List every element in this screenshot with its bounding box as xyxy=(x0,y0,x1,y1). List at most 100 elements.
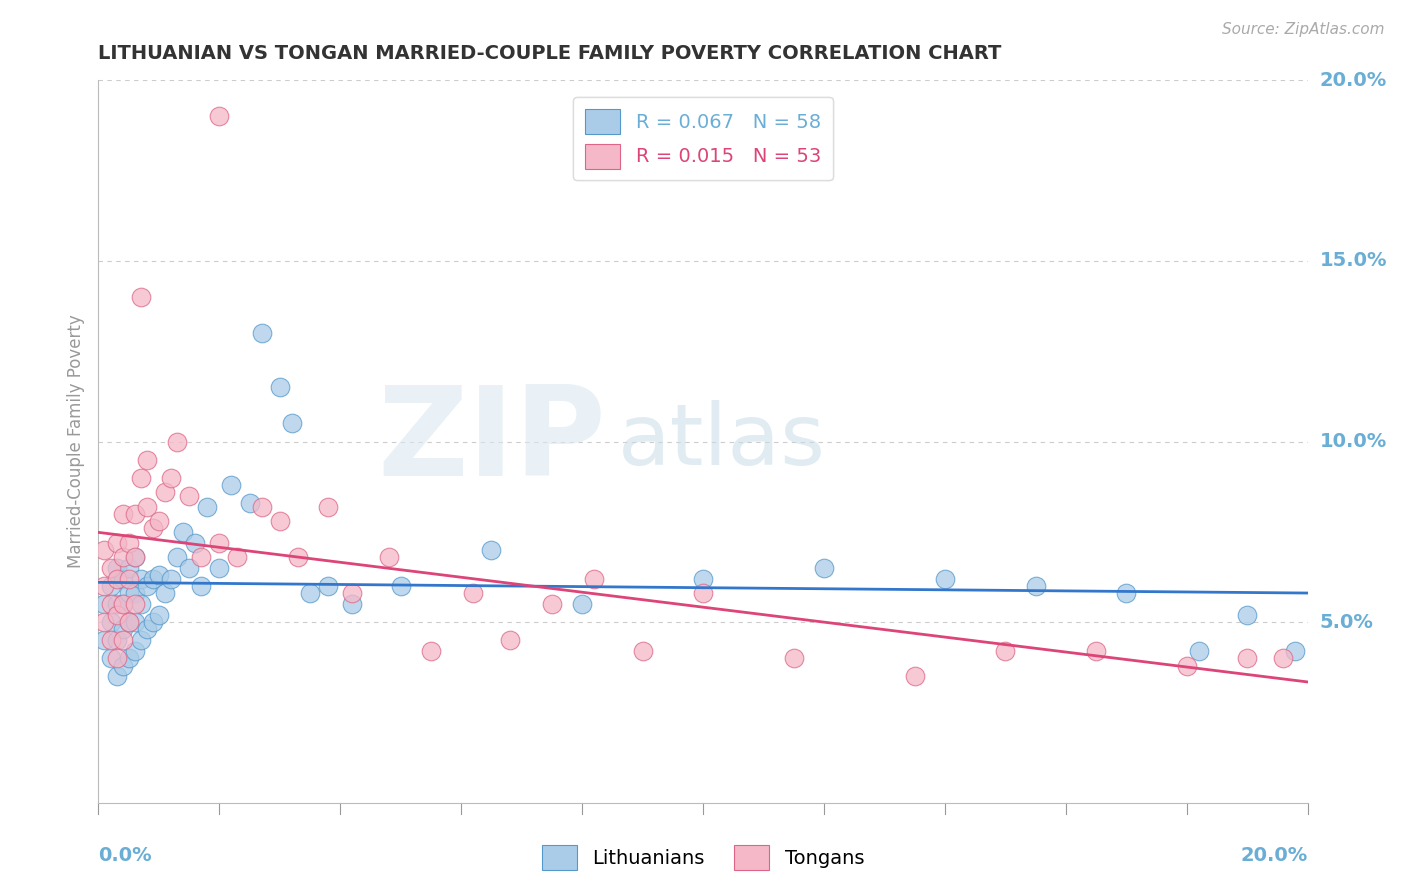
Point xyxy=(692,586,714,600)
Point xyxy=(100,633,122,648)
Point xyxy=(287,550,309,565)
Point xyxy=(100,597,122,611)
Point xyxy=(142,615,165,630)
Point xyxy=(342,586,364,600)
Point xyxy=(1085,644,1108,658)
Text: LITHUANIAN VS TONGAN MARRIED-COUPLE FAMILY POVERTY CORRELATION CHART: LITHUANIAN VS TONGAN MARRIED-COUPLE FAMI… xyxy=(98,45,1002,63)
Point xyxy=(124,586,146,600)
Point xyxy=(100,615,122,630)
Point xyxy=(184,535,207,549)
Point xyxy=(105,607,128,622)
Point xyxy=(135,500,157,514)
Point xyxy=(100,651,122,665)
Point xyxy=(389,579,412,593)
Point xyxy=(1284,644,1306,658)
Text: 5.0%: 5.0% xyxy=(1320,613,1374,632)
Point xyxy=(160,471,183,485)
Point xyxy=(692,572,714,586)
Point xyxy=(994,644,1017,658)
Point xyxy=(1236,651,1258,665)
Point xyxy=(118,535,141,549)
Point xyxy=(269,380,291,394)
Point xyxy=(105,651,128,665)
Point xyxy=(124,615,146,630)
Point xyxy=(118,651,141,665)
Point xyxy=(166,434,188,449)
Point xyxy=(166,550,188,565)
Point xyxy=(129,572,152,586)
Point xyxy=(124,507,146,521)
Point xyxy=(420,644,443,658)
Point xyxy=(226,550,249,565)
Point xyxy=(93,579,115,593)
Point xyxy=(221,478,243,492)
Point xyxy=(105,597,128,611)
Point xyxy=(904,669,927,683)
Point xyxy=(105,561,128,575)
Point xyxy=(377,550,399,565)
Point xyxy=(93,615,115,630)
Point xyxy=(179,561,201,575)
Point xyxy=(316,500,339,514)
Point xyxy=(498,633,520,648)
Point xyxy=(148,607,170,622)
Point xyxy=(129,633,152,648)
Point xyxy=(135,579,157,593)
Text: Source: ZipAtlas.com: Source: ZipAtlas.com xyxy=(1222,22,1385,37)
Point xyxy=(93,542,115,557)
Point xyxy=(129,290,152,304)
Point xyxy=(783,651,806,665)
Point xyxy=(142,572,165,586)
Point xyxy=(239,496,262,510)
Point xyxy=(124,644,146,658)
Point xyxy=(148,514,170,528)
Point xyxy=(631,644,654,658)
Point xyxy=(124,550,146,565)
Point xyxy=(100,561,122,575)
Point xyxy=(105,633,128,648)
Point xyxy=(105,535,128,549)
Point xyxy=(124,550,146,565)
Point xyxy=(1115,586,1137,600)
Point xyxy=(118,561,141,575)
Point xyxy=(135,623,157,637)
Point xyxy=(111,572,134,586)
Point xyxy=(172,524,194,539)
Point xyxy=(105,572,128,586)
Point xyxy=(142,521,165,535)
Point xyxy=(1024,579,1046,593)
Point xyxy=(208,561,231,575)
Legend: Lithuanians, Tongans: Lithuanians, Tongans xyxy=(534,838,872,878)
Point xyxy=(118,615,141,630)
Point xyxy=(111,623,134,637)
Point xyxy=(481,542,503,557)
Text: 15.0%: 15.0% xyxy=(1320,252,1388,270)
Point xyxy=(190,550,212,565)
Point xyxy=(111,550,134,565)
Point xyxy=(148,568,170,582)
Point xyxy=(269,514,291,528)
Y-axis label: Married-Couple Family Poverty: Married-Couple Family Poverty xyxy=(66,315,84,568)
Point xyxy=(281,417,304,431)
Point xyxy=(813,561,835,575)
Text: 10.0%: 10.0% xyxy=(1320,432,1386,451)
Point xyxy=(111,507,134,521)
Point xyxy=(463,586,485,600)
Point xyxy=(316,579,339,593)
Point xyxy=(160,572,183,586)
Point xyxy=(100,579,122,593)
Text: atlas: atlas xyxy=(619,400,827,483)
Point xyxy=(93,633,115,648)
Point xyxy=(250,326,273,340)
Point xyxy=(153,485,176,500)
Point xyxy=(118,615,141,630)
Point xyxy=(111,597,134,611)
Point xyxy=(190,579,212,593)
Point xyxy=(118,572,141,586)
Point xyxy=(135,452,157,467)
Point xyxy=(208,109,231,123)
Point xyxy=(571,597,593,611)
Text: 20.0%: 20.0% xyxy=(1240,847,1308,865)
Point xyxy=(195,500,218,514)
Point xyxy=(179,489,201,503)
